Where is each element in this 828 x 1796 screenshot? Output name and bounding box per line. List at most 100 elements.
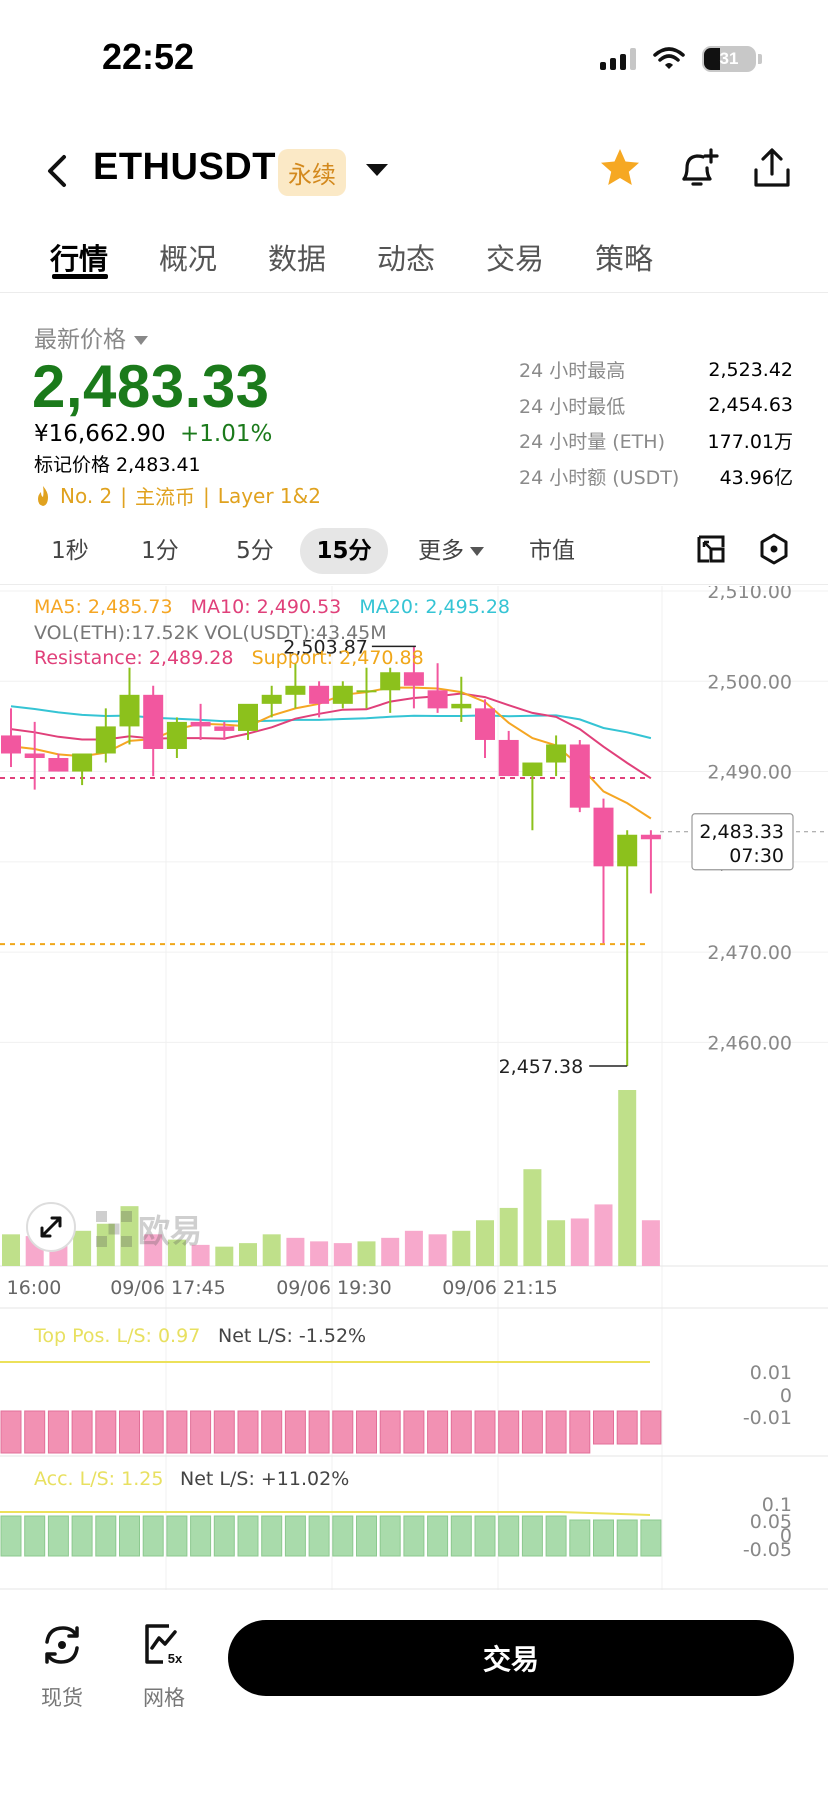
candle-body bbox=[214, 726, 235, 731]
volume-bar bbox=[120, 1206, 139, 1266]
grid-chart-icon: 5x bbox=[145, 1624, 185, 1666]
volume-bar bbox=[2, 1234, 20, 1266]
y-tick-label: 2,460.00 bbox=[707, 1032, 792, 1054]
grid-bot-button[interactable]: 5x 网格 bbox=[124, 1622, 204, 1712]
price-alert-bell-icon[interactable] bbox=[676, 146, 720, 190]
price-chart[interactable]: 2,510.002,500.002,490.002,480.002,470.00… bbox=[0, 586, 828, 1590]
interval-more[interactable]: 更多 bbox=[388, 528, 514, 574]
trade-button[interactable]: 交易 bbox=[228, 1620, 794, 1696]
stat-value: 43.96亿 bbox=[719, 466, 793, 489]
tab-overview[interactable]: 概况 bbox=[159, 242, 218, 276]
support-label: Support: 2,470.88 bbox=[251, 647, 424, 669]
spot-button[interactable]: 现货 bbox=[22, 1622, 102, 1712]
category-tag[interactable]: 主流币 bbox=[135, 485, 196, 509]
back-arrow-icon[interactable] bbox=[44, 154, 70, 188]
candle-body bbox=[332, 685, 353, 704]
volume-bar bbox=[547, 1220, 566, 1266]
ma10-label: MA10: 2,490.53 bbox=[190, 596, 342, 618]
x-tick-label: 09/06 21:15 bbox=[442, 1277, 558, 1299]
top-pos-bar bbox=[593, 1410, 614, 1445]
divider bbox=[0, 292, 828, 293]
y-tick-label: 2,510.00 bbox=[707, 586, 792, 603]
divider bbox=[0, 584, 828, 585]
candle-body bbox=[593, 807, 614, 867]
resistance-label: Resistance: 2,489.28 bbox=[34, 647, 234, 669]
y-tick-label: 2,500.00 bbox=[707, 671, 792, 693]
interval-selector: 1秒 1分 5分 15分 更多 市值 bbox=[30, 528, 590, 574]
indicator-settings-icon[interactable] bbox=[758, 533, 790, 565]
stat-value: 177.01万 bbox=[707, 431, 793, 454]
volume-legend: VOL(ETH):17.52K VOL(USDT):43.45M bbox=[34, 622, 387, 644]
top-pos-bar bbox=[0, 1410, 22, 1454]
swap-icon bbox=[45, 1626, 79, 1664]
candle-body bbox=[166, 721, 187, 749]
top-pos-bar bbox=[308, 1410, 330, 1454]
signal-icon bbox=[600, 48, 636, 70]
candle-body bbox=[356, 690, 377, 693]
acc-ls-bar bbox=[24, 1515, 46, 1557]
rank-tag[interactable]: No. 2 bbox=[60, 483, 113, 508]
acc-ls-bar bbox=[0, 1515, 22, 1557]
top-pos-bar bbox=[142, 1410, 164, 1454]
acc-ls-bar bbox=[569, 1519, 591, 1557]
tab-market[interactable]: 行情 bbox=[50, 242, 109, 276]
top-pos-bar bbox=[403, 1410, 425, 1454]
volume-bar bbox=[404, 1230, 423, 1266]
symbol-dropdown-icon[interactable] bbox=[366, 164, 388, 176]
grid-label: 网格 bbox=[143, 1686, 185, 1710]
symbol-title[interactable]: ETHUSDT bbox=[93, 146, 276, 188]
top-pos-bar bbox=[237, 1410, 259, 1454]
candle-body bbox=[48, 758, 69, 772]
acc-ls-bar bbox=[166, 1515, 188, 1557]
fullscreen-button[interactable] bbox=[26, 1202, 76, 1252]
y-tick-label: 2,470.00 bbox=[707, 942, 792, 964]
acc-ls-bar bbox=[190, 1515, 212, 1557]
top-pos-bar bbox=[213, 1410, 235, 1454]
share-icon[interactable] bbox=[750, 146, 794, 190]
candle-body bbox=[522, 762, 543, 777]
active-tab-indicator bbox=[52, 274, 108, 279]
favorite-star-icon[interactable] bbox=[598, 146, 642, 190]
candle-body bbox=[72, 753, 93, 772]
ma20-label: MA20: 2,495.28 bbox=[359, 596, 511, 618]
top-pos-bar bbox=[190, 1410, 212, 1454]
candle-body bbox=[427, 690, 448, 709]
indicator-tick-label: 0.1 bbox=[762, 1494, 792, 1516]
high-price-annotation: 2,503.87 bbox=[283, 636, 368, 658]
status-icons: 31 bbox=[600, 46, 762, 72]
volume-bar bbox=[262, 1234, 281, 1266]
interval-1m[interactable]: 1分 bbox=[141, 538, 179, 564]
acc-ls-bar bbox=[284, 1515, 306, 1557]
current-price-label: 2,483.33 bbox=[699, 821, 784, 843]
coin-tags: No. 2 | 主流币 | Layer 1&2 bbox=[34, 481, 321, 510]
top-pos-bar bbox=[332, 1410, 354, 1454]
volume-bar bbox=[618, 1090, 637, 1266]
indicator-tick-label: 0 bbox=[780, 1385, 792, 1407]
candle-body bbox=[238, 703, 258, 731]
svg-text:5x: 5x bbox=[168, 1651, 183, 1666]
cny-price: ¥16,662.90 bbox=[34, 421, 166, 447]
top-pos-bar bbox=[284, 1410, 306, 1454]
acc-ls-bar bbox=[545, 1515, 567, 1557]
chart-settings-icon[interactable] bbox=[695, 533, 727, 565]
tab-feed[interactable]: 动态 bbox=[377, 242, 436, 276]
volume-bar bbox=[215, 1246, 234, 1266]
tab-data[interactable]: 数据 bbox=[268, 242, 327, 276]
volume-bar bbox=[357, 1241, 376, 1266]
interval-1s[interactable]: 1秒 bbox=[51, 538, 89, 564]
indicator-tick-label: -0.01 bbox=[743, 1407, 792, 1429]
mark-price: 标记价格 2,483.41 bbox=[34, 454, 201, 476]
tab-strategy[interactable]: 策略 bbox=[595, 242, 654, 276]
candle-body bbox=[261, 694, 282, 704]
interval-15m[interactable]: 15分 bbox=[300, 528, 388, 574]
top-pos-bar bbox=[47, 1410, 69, 1454]
candle-body bbox=[451, 703, 472, 709]
top-pos-bar bbox=[474, 1410, 496, 1454]
price-type-selector[interactable]: 最新价格 bbox=[34, 320, 148, 354]
sector-tag[interactable]: Layer 1&2 bbox=[217, 483, 321, 508]
acc-ls-bar bbox=[308, 1515, 330, 1557]
market-cap-tab[interactable]: 市值 bbox=[529, 538, 575, 564]
tab-trades[interactable]: 交易 bbox=[486, 242, 545, 276]
volume-bar bbox=[73, 1230, 92, 1266]
interval-5m[interactable]: 5分 bbox=[236, 538, 274, 564]
